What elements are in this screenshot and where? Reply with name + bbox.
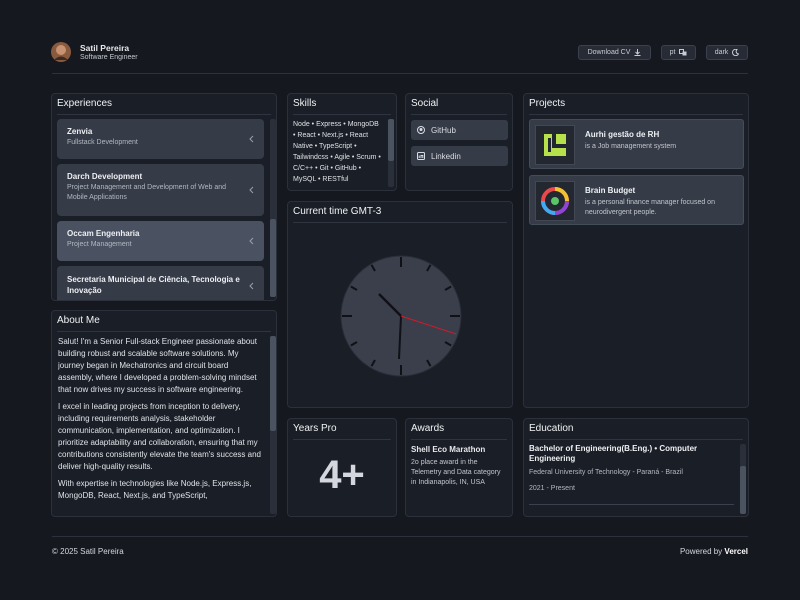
project-item[interactable]: Aurhi gestão de RH is a Job management s… [529,119,744,169]
years-pro-card: Years Pro 4+ [287,418,397,517]
copyright: © 2025 Satil Pereira [52,547,124,556]
hour-hand [378,293,402,317]
minute-hand [398,315,402,360]
linkedin-link[interactable]: Linkedin [411,146,508,166]
user-role: Software Engineer [80,54,138,61]
language-button[interactable]: pt [661,45,696,60]
github-icon [417,126,425,134]
social-card: Social GitHub Linkedin [405,93,513,191]
clock-card: Current time GMT-3 [287,201,513,408]
experience-item[interactable]: Zenvia Fullstack Development [57,119,264,159]
experience-item[interactable]: Secretaria Municipal de Ciência, Tecnolo… [57,266,264,300]
role: Project Management and Development of We… [67,184,227,201]
moon-icon [732,49,740,56]
chevron [249,282,254,290]
scroll-thumb[interactable] [740,466,746,514]
project-item[interactable]: Brain Budget is a personal finance manag… [529,175,744,225]
award-name: Shell Eco Marathon [411,445,486,454]
role: Project Management [67,241,132,248]
skills-text: Node • Express • MongoDB • React • Next.… [293,121,381,183]
project-description: is a personal finance manager focused on… [585,199,715,216]
divider [529,504,734,505]
card-title: Experiences [57,94,271,115]
header-divider [52,73,748,74]
powered-by: Powered by Vercel [680,547,748,556]
second-hand [400,315,457,335]
projects-card: Projects Aurhi gestão de RH is a Job man… [523,93,749,408]
button-label: dark [714,49,729,56]
project-name: Brain Budget [585,186,636,195]
linkedin-icon [417,152,425,160]
paragraph: Salut! I'm a Senior Full-stack Engineer … [58,337,257,394]
card-title: Projects [529,94,743,115]
link-label: Linkedin [431,151,461,161]
footer-divider [52,536,748,537]
project-logo [535,125,575,165]
awards-card: Awards Shell Eco Marathon 2o place award… [405,418,513,517]
analog-clock [340,255,462,377]
role: Fullstack Development [67,139,138,146]
chevron [249,186,254,194]
years-value: 4+ [319,453,365,497]
card-title: Awards [411,419,507,440]
card-title: Education [529,419,743,440]
card-title: Social [411,94,507,115]
vercel-link[interactable]: Vercel [724,547,748,556]
button-label: pt [669,49,676,56]
button-label: Download CV [587,49,631,56]
project-name: Aurhi gestão de RH [585,130,660,139]
card-title: Skills [293,94,391,115]
download-cv-button[interactable]: Download CV [578,45,651,60]
project-description: is a Job management system [585,143,677,150]
skills-card: Skills Node • Express • MongoDB • React … [287,93,397,191]
award-description: 2o place award in the Telemetry and Data… [411,459,501,486]
scroll-thumb[interactable] [270,219,276,297]
experiences-card: Experiences Zenvia Fullstack Development… [51,93,277,301]
scrollbar[interactable] [270,119,276,297]
paragraph: I excel in leading projects from incepti… [58,402,261,471]
school: Federal University of Technology - Paran… [529,469,683,476]
education-card: Education Bachelor of Engineering(B.Eng.… [523,418,749,517]
company: Zenvia [67,127,93,136]
scrollbar[interactable] [388,119,394,187]
project-logo [535,181,575,221]
scroll-thumb[interactable] [388,119,394,161]
card-title: About Me [57,311,271,332]
degree: Bachelor of Engineering(B.Eng.) • Comput… [529,444,698,463]
link-label: GitHub [431,125,456,135]
about-card: About Me Salut! I'm a Senior Full-stack … [51,310,277,517]
experience-item[interactable]: Darch Development Project Management and… [57,164,264,216]
card-title: Current time GMT-3 [293,202,507,223]
company: Darch Development [67,172,143,181]
scrollbar[interactable] [270,336,276,514]
about-text: Salut! I'm a Senior Full-stack Engineer … [58,336,264,516]
theme-button[interactable]: dark [706,45,748,60]
card-title: Years Pro [293,419,391,440]
experience-item-active[interactable]: Occam Engenharia Project Management [57,221,264,261]
avatar [51,42,71,62]
paragraph: With expertise in technologies like Node… [58,479,252,500]
company: Secretaria Municipal de Ciência, Tecnolo… [67,275,240,295]
github-link[interactable]: GitHub [411,120,508,140]
chevron [249,237,254,245]
powered-text: Powered by [679,547,723,556]
translate-icon [679,49,687,56]
user-name: Satil Pereira [80,43,130,53]
company: Occam Engenharia [67,229,140,238]
scroll-thumb[interactable] [270,336,276,431]
period: 2021 - Present [529,485,575,492]
scrollbar[interactable] [740,444,746,514]
download-icon [634,49,641,56]
chevron [249,135,254,143]
